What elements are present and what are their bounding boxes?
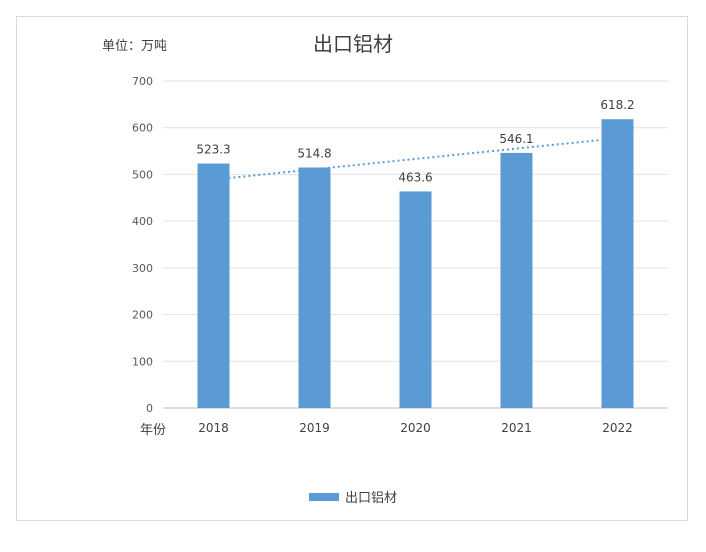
bar <box>197 163 230 408</box>
y-tick-label: 300 <box>132 262 153 275</box>
x-tick-label: 2018 <box>198 421 229 435</box>
x-tick-label: 2022 <box>602 421 633 435</box>
bar <box>500 152 533 408</box>
data-label: 514.8 <box>297 147 331 161</box>
bar <box>298 167 331 408</box>
legend-label: 出口铝材 <box>344 491 397 506</box>
y-tick-label: 0 <box>146 402 153 415</box>
legend-swatch <box>308 492 339 501</box>
chart-title: 出口铝材 <box>313 32 393 56</box>
data-label: 546.1 <box>499 132 533 146</box>
y-tick-label: 700 <box>132 75 153 88</box>
unit-label: 单位：万吨 <box>102 39 168 54</box>
bar <box>601 119 634 409</box>
x-tick-label: 2019 <box>299 421 330 435</box>
data-label: 463.6 <box>398 170 432 184</box>
y-tick-label: 400 <box>132 215 153 228</box>
x-tick-label: 2020 <box>400 421 431 435</box>
data-label: 618.2 <box>600 98 634 112</box>
y-tick-label: 600 <box>132 122 153 135</box>
legend: 出口铝材 <box>0 487 706 506</box>
data-label: 523.3 <box>196 143 230 157</box>
chart-frame <box>16 16 688 521</box>
y-tick-label: 500 <box>132 168 153 181</box>
y-tick-label: 200 <box>132 309 153 322</box>
x-tick-label: 2021 <box>501 421 532 435</box>
x-axis-title: 年份 <box>140 423 167 438</box>
bar <box>399 191 432 408</box>
y-tick-label: 100 <box>132 355 153 368</box>
